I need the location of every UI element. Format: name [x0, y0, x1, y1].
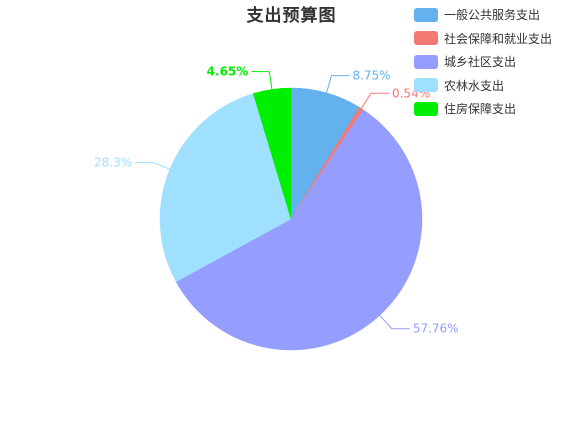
legend-item-5[interactable]: 住房保障支出 — [414, 97, 552, 121]
legend-item-1[interactable]: 一般公共服务支出 — [414, 3, 552, 27]
leader-line-3 — [379, 315, 410, 330]
leader-line-4 — [135, 161, 171, 170]
legend-swatch — [414, 101, 438, 116]
legend-swatch — [414, 31, 438, 46]
legend-item-2[interactable]: 社会保障和就业支出 — [414, 27, 552, 51]
leader-line-1 — [326, 75, 350, 94]
data-label-3: 57.76% — [413, 322, 459, 336]
data-label-4: 28.3% — [94, 155, 132, 169]
pie-slice-4[interactable] — [159, 93, 292, 283]
leader-line-2 — [360, 92, 389, 109]
legend-swatch — [414, 7, 438, 22]
legend-label: 农林水支出 — [444, 78, 505, 93]
legend-label: 城乡社区支出 — [444, 55, 517, 70]
data-label-5: 4.65% — [207, 65, 249, 79]
legend-swatch — [414, 78, 438, 93]
chart-title: 支出预算图 — [246, 6, 337, 26]
legend-label: 一般公共服务支出 — [444, 8, 541, 23]
legend-label: 社会保障和就业支出 — [444, 31, 553, 46]
leader-line-5 — [251, 71, 273, 90]
legend-label: 住房保障支出 — [444, 102, 517, 117]
legend-item-3[interactable]: 城乡社区支出 — [414, 50, 552, 74]
legend-item-4[interactable]: 农林水支出 — [414, 74, 552, 98]
pie-slice-5[interactable] — [252, 87, 292, 220]
legend: 一般公共服务支出 社会保障和就业支出 城乡社区支出 农林水支出住房保障支出 — [414, 3, 552, 121]
legend-swatch — [414, 54, 438, 69]
data-label-1: 8.75% — [352, 69, 390, 83]
